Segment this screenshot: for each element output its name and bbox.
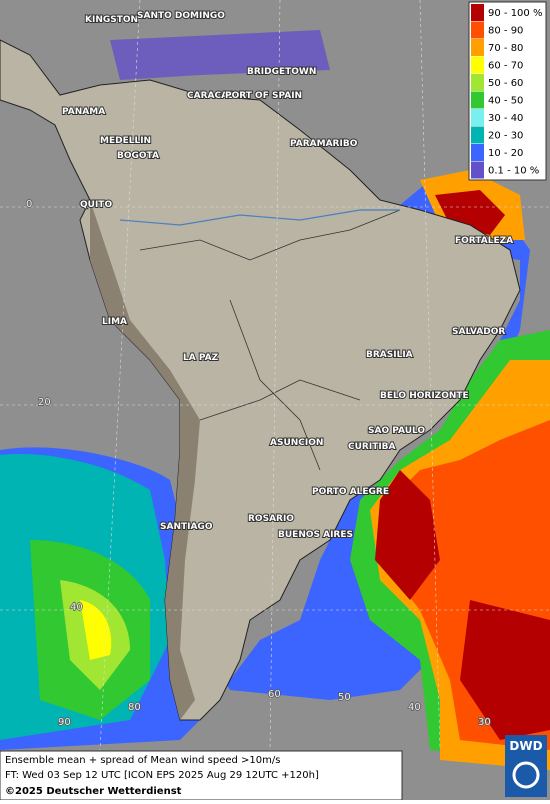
city-label: CARACAS <box>187 91 235 101</box>
city-label: FORTALEZA <box>455 236 513 246</box>
legend-swatch <box>471 74 484 91</box>
city-label: ASUNCION <box>270 438 323 448</box>
city-label: BUENOS AIRES <box>278 530 353 540</box>
city-label: PORTO ALEGRE <box>312 487 389 497</box>
city-label: KINGSTON <box>85 15 138 25</box>
graticule-label: 30 <box>478 717 491 728</box>
graticule <box>0 0 550 751</box>
city-label: BELO HORIZONTE <box>380 391 469 401</box>
graticule-label: 90 <box>58 717 71 728</box>
graticule-label: 80 <box>128 702 141 713</box>
city-label: MEDELLIN <box>100 136 151 146</box>
river <box>119 209 400 226</box>
legend-swatch <box>471 161 484 179</box>
city-label: CURITIBA <box>348 442 396 452</box>
graticule-label: 50 <box>338 692 351 703</box>
legend-label: 20 - 30 <box>488 131 523 142</box>
footer-line: Ensemble mean + spread of Mean wind spee… <box>5 755 280 766</box>
legend-swatch <box>471 39 484 56</box>
city-label: PORT OF SPAIN <box>225 91 302 101</box>
legend-label: 50 - 60 <box>488 78 523 89</box>
legend-label: 60 - 70 <box>488 61 523 72</box>
graticule-label: 0 <box>26 199 32 210</box>
legend: 90 - 100 % 80 - 90 70 - 80 60 - 70 50 - 60 40… <box>471 4 542 179</box>
graticule-label: 40 <box>408 702 421 713</box>
graticule-label: 20 <box>38 397 51 408</box>
footer-line: FT: Wed 03 Sep 12 UTC [ICON EPS 2025 Aug… <box>5 770 319 781</box>
legend-swatch <box>471 4 484 21</box>
city-label: SANTIAGO <box>160 522 213 532</box>
city-label: SAO PAULO <box>368 426 425 436</box>
legend-label: 80 - 90 <box>488 26 523 37</box>
footer-line: ©2025 Deutscher Wetterdienst <box>5 786 182 797</box>
city-label: PARAMARIBO <box>290 139 358 149</box>
borders <box>139 209 401 471</box>
graticule-label: 40 <box>70 602 83 613</box>
legend-label: 90 - 100 % <box>488 8 542 19</box>
city-label: SANTO DOMINGO <box>137 11 225 21</box>
logo: DWD <box>509 739 542 753</box>
logo-swirl <box>512 761 540 789</box>
legend-label: 0.1 - 10 % <box>488 166 539 177</box>
legend-label: 10 - 20 <box>488 148 523 159</box>
city-label: SALVADOR <box>452 327 505 337</box>
city-label: QUITO <box>80 200 112 210</box>
legend-swatch <box>471 144 484 161</box>
wind-field <box>0 30 550 770</box>
legend-swatch <box>471 126 484 144</box>
city-label: BRASILIA <box>366 350 413 360</box>
legend-label: 40 - 50 <box>488 96 523 107</box>
city-label: BOGOTA <box>117 151 159 161</box>
city-label: LA PAZ <box>183 353 219 363</box>
city-label: LIMA <box>102 317 127 327</box>
legend-label: 70 - 80 <box>488 43 523 54</box>
city-label: BRIDGETOWN <box>247 67 316 77</box>
legend-swatch <box>471 21 484 39</box>
legend-swatch <box>471 91 484 109</box>
city-label: PANAMA <box>62 107 105 117</box>
legend-swatch <box>471 109 484 126</box>
legend-label: 30 - 40 <box>488 113 523 124</box>
city-label: ROSARIO <box>248 514 294 524</box>
legend-swatch <box>471 56 484 74</box>
andes <box>90 200 200 720</box>
graticule-label: 60 <box>268 689 281 700</box>
